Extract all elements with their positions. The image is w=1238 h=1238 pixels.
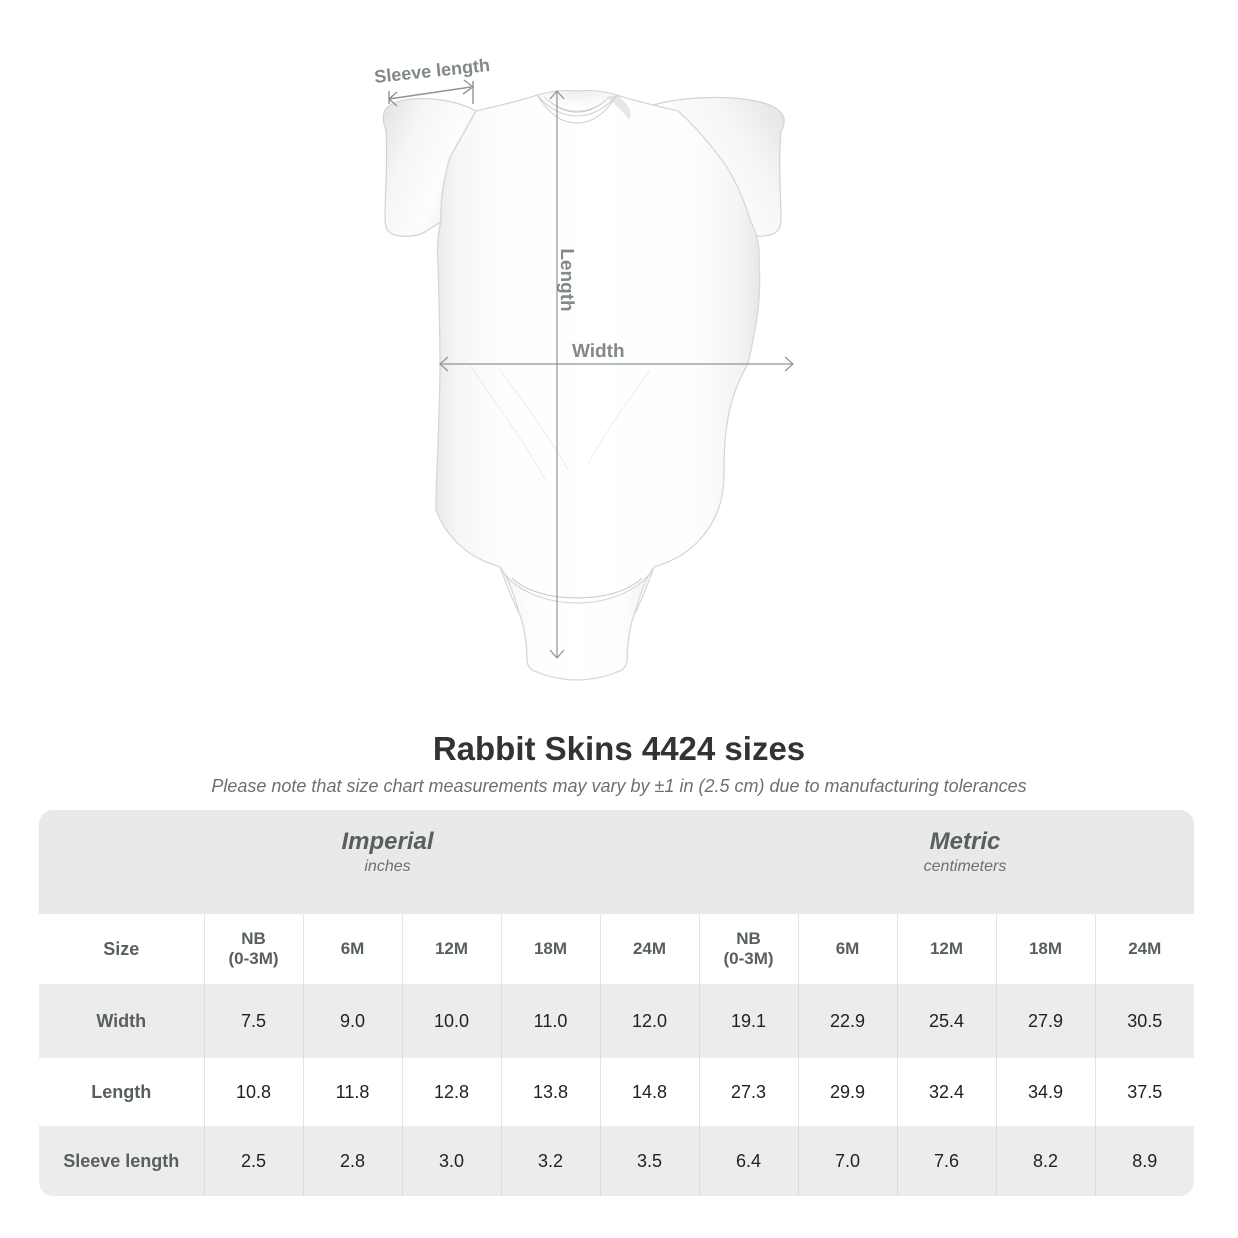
svg-text:Width: Width <box>572 341 625 362</box>
svg-text:Length: Length <box>556 248 577 311</box>
